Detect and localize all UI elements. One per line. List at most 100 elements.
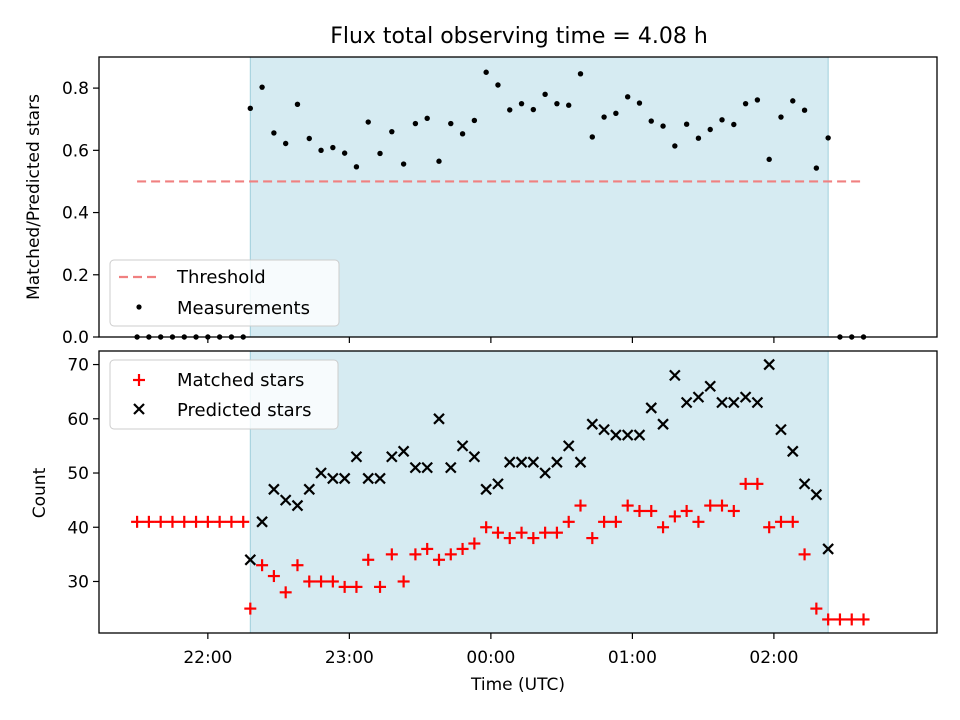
top-legend: Threshold Measurements <box>109 259 340 327</box>
measurement-point <box>542 91 548 98</box>
matched-star-point <box>374 580 387 593</box>
top-panel: 0.00.20.40.60.8 Matched/Predicted stars … <box>24 56 938 348</box>
predicted-star-point <box>527 456 540 468</box>
matched-star-point <box>574 499 587 512</box>
measurement-point <box>459 131 466 137</box>
legend-matched-label: Matched stars <box>177 370 304 391</box>
matched-star-point <box>822 613 835 626</box>
predicted-star-point <box>244 554 257 566</box>
matched-star-point <box>444 548 457 561</box>
measurement-point <box>778 114 784 120</box>
bottom-axes-frame <box>98 350 938 634</box>
matched-star-point <box>833 613 846 626</box>
predicted-star-point <box>315 467 327 479</box>
legend-predicted-swatch <box>133 403 145 415</box>
matched-star-point <box>763 521 776 534</box>
measurement-point <box>742 100 749 107</box>
bottom-y-tick-label: 70 <box>67 356 89 376</box>
predicted-star-point <box>256 516 268 528</box>
measurement-point <box>424 115 430 121</box>
matched-star-point <box>456 542 469 555</box>
measurement-point <box>377 150 383 157</box>
measurement-point <box>577 71 584 77</box>
predicted-star-point <box>386 450 398 463</box>
bottom-x-axis: 22:00 23:00 00:00 01:00 02:00 <box>183 633 798 668</box>
predicted-star-point <box>786 445 799 458</box>
matched-star-point <box>586 532 599 545</box>
top-y-axis: 0.0 0.2 0.4 0.6 0.8 <box>62 79 99 348</box>
predicted-star-point <box>445 461 457 474</box>
top-x-tick-marks <box>207 337 775 343</box>
matched-star-points <box>131 477 870 626</box>
matched-star-point <box>550 526 563 539</box>
legend-matched-swatch <box>133 374 145 386</box>
x-tick-label: 23:00 <box>325 648 374 668</box>
predicted-star-point <box>751 396 764 409</box>
matched-star-point <box>857 613 870 626</box>
x-tick-label: 00:00 <box>466 648 515 668</box>
measurement-point <box>353 164 360 170</box>
predicted-star-point <box>610 429 622 441</box>
measurement-point <box>719 117 725 123</box>
measurement-point <box>601 114 607 120</box>
matched-star-point <box>338 580 351 593</box>
matched-star-point <box>798 548 811 561</box>
predicted-star-point <box>338 472 351 485</box>
matched-star-point <box>515 526 528 539</box>
predicted-star-point <box>327 472 339 485</box>
predicted-star-point <box>279 494 292 506</box>
predicted-star-point <box>421 461 433 474</box>
matched-star-point <box>609 515 622 528</box>
bottom-y-tick-label: 50 <box>67 464 89 484</box>
predicted-star-point <box>739 391 752 403</box>
measurement-point <box>400 161 407 167</box>
bottom-y-tick-label: 40 <box>67 518 89 538</box>
predicted-star-point <box>586 418 599 430</box>
matched-star-point <box>397 575 410 588</box>
predicted-star-point <box>669 369 681 382</box>
matched-star-point <box>256 559 269 572</box>
bottom-y-tick-label: 60 <box>67 410 89 430</box>
measurement-point <box>754 97 761 103</box>
matched-star-point <box>409 548 422 561</box>
measurement-point <box>282 140 289 147</box>
legend-threshold-label: Threshold <box>176 267 266 288</box>
predicted-star-point <box>574 456 587 468</box>
predicted-star-point <box>692 391 705 403</box>
measurement-point <box>530 106 537 113</box>
top-y-tick-label: 0.4 <box>62 204 89 224</box>
predicted-star-point <box>810 488 823 501</box>
matched-star-point <box>267 570 280 583</box>
predicted-star-point <box>362 472 375 485</box>
predicted-star-point <box>621 429 634 441</box>
matched-star-point <box>432 553 445 566</box>
chart-title: Flux total observing time = 4.08 h <box>330 24 708 49</box>
predicted-star-point <box>598 423 610 436</box>
measurement-point <box>801 107 808 113</box>
matched-star-point <box>279 586 292 599</box>
predicted-star-points <box>244 358 834 566</box>
matched-star-point <box>362 553 375 566</box>
measurement-point <box>365 119 371 125</box>
measurement-point <box>483 69 489 75</box>
matched-star-point <box>503 532 516 545</box>
predicted-star-point <box>798 478 811 490</box>
matched-star-point <box>237 515 250 528</box>
predicted-star-point <box>728 396 740 409</box>
measurement-point <box>389 128 395 135</box>
measurement-point <box>436 158 442 164</box>
predicted-star-point <box>704 380 717 393</box>
predicted-star-point <box>515 456 528 468</box>
top-observing-window <box>249 56 829 338</box>
measurement-point <box>624 94 631 100</box>
matched-star-point <box>225 515 238 528</box>
top-y-tick-label: 0.0 <box>62 328 89 348</box>
predicted-star-point <box>503 456 516 468</box>
matched-star-point <box>244 602 257 615</box>
matched-star-point <box>421 542 434 555</box>
matched-star-point <box>774 515 787 528</box>
matched-star-point <box>154 515 167 528</box>
legend-measurements-swatch <box>136 304 142 310</box>
bottom-y-axis-label: Count <box>30 467 50 518</box>
